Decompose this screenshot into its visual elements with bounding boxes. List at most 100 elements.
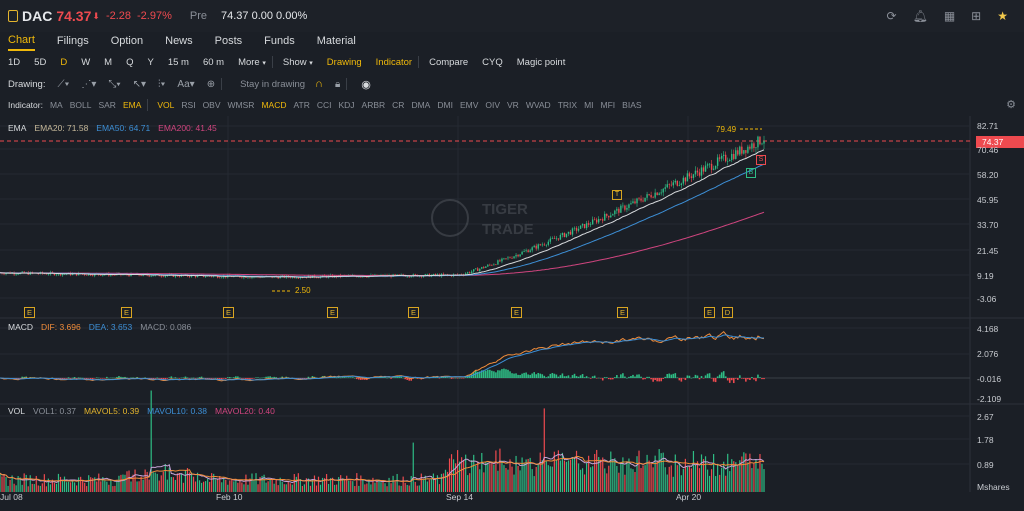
tab-news[interactable]: News xyxy=(165,34,193,47)
dividend-marker[interactable]: D xyxy=(722,307,733,318)
indicator-bias[interactable]: BIAS xyxy=(622,100,642,110)
compare-button[interactable]: Compare xyxy=(429,56,469,68)
bell-icon[interactable]: 🔔︎ xyxy=(912,9,928,23)
pointer-tool-icon[interactable]: ↖▾ xyxy=(132,78,147,90)
macd-bar xyxy=(311,376,314,378)
buy-badge[interactable]: B xyxy=(746,168,756,178)
indicator-obv[interactable]: OBV xyxy=(202,100,221,110)
volume-bar xyxy=(106,481,108,492)
earnings-marker[interactable]: E xyxy=(408,307,419,318)
earnings-marker[interactable]: E xyxy=(704,307,715,318)
indicator-mfi[interactable]: MFI xyxy=(600,100,616,110)
period-year[interactable]: Y xyxy=(147,56,154,68)
magic-point-button[interactable]: Magic point xyxy=(516,56,566,68)
indicator-kdj[interactable]: KDJ xyxy=(338,100,355,110)
candle-body xyxy=(684,177,687,182)
indicator-ema[interactable]: EMA xyxy=(122,100,142,110)
trend-tool-icon[interactable]: ⋰▾ xyxy=(81,78,97,90)
period-1d[interactable]: 1D xyxy=(8,56,21,68)
cyq-button[interactable]: CYQ xyxy=(482,56,503,68)
macd-bar xyxy=(404,378,406,380)
indicator-wmsr[interactable]: WMSR xyxy=(227,100,255,110)
macd-bar xyxy=(559,375,562,378)
eye-icon[interactable]: ◉ xyxy=(361,78,371,91)
indicator-arbr[interactable]: ARBR xyxy=(361,100,386,110)
indicator-ma[interactable]: MA xyxy=(49,100,63,110)
path-tool-icon[interactable]: ⤡▾ xyxy=(108,78,121,90)
earnings-marker[interactable]: E xyxy=(223,307,234,318)
volume-bar xyxy=(680,475,682,492)
t-badge[interactable]: T xyxy=(612,190,622,200)
apps-icon[interactable]: ⊞ xyxy=(971,9,982,23)
text-tool-icon[interactable]: Aa▾ xyxy=(177,78,195,90)
volume-bar xyxy=(86,486,88,492)
indicator-sar[interactable]: SAR xyxy=(98,100,116,110)
refresh-icon[interactable]: ⟳ xyxy=(886,9,897,23)
price-chart[interactable]: TIGER TRADE xyxy=(0,116,1024,511)
indicator-rsi[interactable]: RSI xyxy=(181,100,196,110)
gear-icon[interactable]: ⚙ xyxy=(1006,99,1016,111)
indicator-wvad[interactable]: WVAD xyxy=(525,100,551,110)
earnings-marker[interactable]: E xyxy=(617,307,628,318)
indicator-dmi[interactable]: DMI xyxy=(437,100,453,110)
grid-icon[interactable]: ▦ xyxy=(943,9,956,23)
indicator-cci[interactable]: CCI xyxy=(316,100,332,110)
indicator-dma[interactable]: DMA xyxy=(411,100,431,110)
earnings-marker[interactable]: E xyxy=(327,307,338,318)
x-axis-label: Jul 08 xyxy=(0,492,23,502)
volume-bar xyxy=(489,463,491,492)
macd-bar xyxy=(476,371,479,378)
macd-bar xyxy=(499,370,501,378)
period-month[interactable]: M xyxy=(104,56,113,68)
period-week[interactable]: W xyxy=(81,56,91,68)
macd-bar xyxy=(412,378,415,379)
tab-chart[interactable]: Chart xyxy=(8,34,35,51)
tab-material[interactable]: Material xyxy=(316,34,356,47)
zoom-icon[interactable]: ⊕ xyxy=(206,78,216,90)
candle-body xyxy=(747,146,749,153)
macd-axis-tick: -2.109 xyxy=(977,394,1002,404)
earnings-marker[interactable]: E xyxy=(511,307,522,318)
volume-bar xyxy=(321,477,324,492)
show-menu[interactable]: Show ▾ xyxy=(282,56,313,68)
earnings-marker[interactable]: E xyxy=(24,307,35,318)
lock-icon[interactable]: 🔒︎ xyxy=(334,78,341,90)
volume-bar xyxy=(329,478,332,492)
period-quarter[interactable]: Q xyxy=(126,56,134,68)
volume-bar xyxy=(285,484,287,492)
earnings-marker[interactable]: E xyxy=(121,307,132,318)
candle-body xyxy=(475,268,477,270)
macd-bar xyxy=(186,377,189,378)
candle-body xyxy=(527,250,529,253)
sell-badge[interactable]: S xyxy=(756,155,766,165)
fib-tool-icon[interactable]: ⫶▾ xyxy=(158,78,166,90)
volume-bar xyxy=(759,453,761,492)
indicator-vol[interactable]: VOL xyxy=(157,100,175,110)
candle-body xyxy=(212,275,215,277)
indicator-cr[interactable]: CR xyxy=(392,100,405,110)
indicator-mi[interactable]: MI xyxy=(584,100,594,110)
indicator-trix[interactable]: TRIX xyxy=(557,100,578,110)
period-60m[interactable]: 60 m xyxy=(202,56,225,68)
indicator-emv[interactable]: EMV xyxy=(459,100,479,110)
line-tool-icon[interactable]: ⟋▾ xyxy=(57,78,70,90)
indicator-toggle[interactable]: Indicator xyxy=(375,56,413,68)
period-more[interactable]: More ▾ xyxy=(238,56,266,68)
tab-option[interactable]: Option xyxy=(110,34,144,47)
tab-funds[interactable]: Funds xyxy=(264,34,295,47)
indicator-vr[interactable]: VR xyxy=(507,100,519,110)
tab-posts[interactable]: Posts xyxy=(214,34,243,47)
indicator-boll[interactable]: BOLL xyxy=(69,100,92,110)
star-icon[interactable]: ★ xyxy=(997,9,1008,23)
period-5d[interactable]: 5D xyxy=(34,56,47,68)
magnet-icon[interactable]: ∩ xyxy=(315,78,323,90)
period-day[interactable]: D xyxy=(60,56,68,68)
period-15m[interactable]: 15 m xyxy=(167,56,189,68)
volume-bar xyxy=(271,478,273,492)
drawing-toggle[interactable]: Drawing xyxy=(326,56,362,68)
stay-in-drawing-toggle[interactable]: Stay in drawing xyxy=(240,78,306,90)
indicator-atr[interactable]: ATR xyxy=(293,100,310,110)
tab-filings[interactable]: Filings xyxy=(56,34,89,47)
indicator-oiv[interactable]: OIV xyxy=(485,100,501,110)
indicator-macd[interactable]: MACD xyxy=(261,100,287,110)
